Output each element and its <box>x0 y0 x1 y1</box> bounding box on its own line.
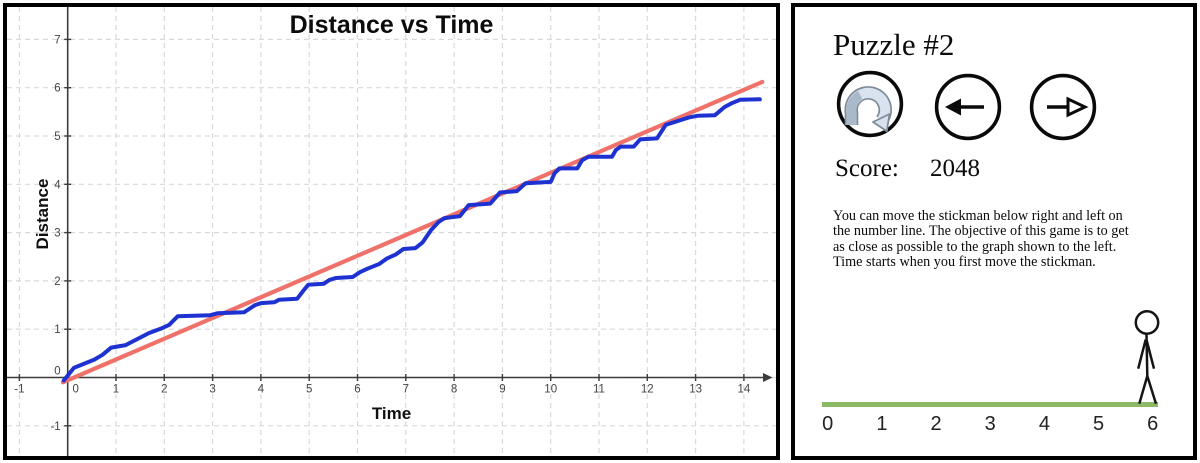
y-tick-label: 2 <box>54 276 60 288</box>
number-line-label: 5 <box>1093 413 1105 435</box>
x-tick-label: 0 <box>72 384 78 396</box>
y-tick-label: -1 <box>50 421 60 433</box>
number-line-track <box>822 402 1158 407</box>
move-left-button[interactable] <box>933 72 1003 142</box>
target-line <box>60 79 765 385</box>
y-tick-label: 5 <box>54 131 60 143</box>
x-tick-label: 2 <box>161 384 167 396</box>
y-tick-label: 4 <box>54 179 61 191</box>
y-tick-label: 6 <box>54 83 60 95</box>
number-line-label: 0 <box>822 413 834 435</box>
x-tick-label: 9 <box>499 384 505 396</box>
score-value: 2048 <box>930 155 980 182</box>
stickman[interactable] <box>1125 305 1169 406</box>
instructions-line: as close as possible to the graph shown … <box>833 238 1117 255</box>
arrow-left-icon <box>934 73 1002 141</box>
x-tick-label: 10 <box>544 384 557 396</box>
x-tick-label: -1 <box>14 384 24 396</box>
instructions-line: Time starts when you first move the stic… <box>833 254 1096 271</box>
player-path-line <box>61 97 762 383</box>
replay-button[interactable] <box>835 69 905 139</box>
x-axis-arrow-icon <box>763 373 773 382</box>
x-tick-label: 8 <box>451 384 457 396</box>
y-tick-label: 7 <box>54 34 60 46</box>
number-line-label: 4 <box>1038 413 1050 435</box>
chart-title: Distance vs Time <box>289 11 494 39</box>
y-tick-label: 3 <box>54 228 60 240</box>
x-tick-label: 12 <box>641 384 654 396</box>
number-line-label: 2 <box>930 413 942 435</box>
x-tick-label: 7 <box>403 384 409 396</box>
number-line-label: 6 <box>1147 413 1159 435</box>
score-label: Score: <box>835 155 899 182</box>
y-tick-label: 1 <box>54 324 60 336</box>
graph-panel: -1 0 1 2 3 4 5 6 7 8 9 10 11 12 13 14 -1 0 1 2 3 4 5 6 7 Distanc… <box>3 3 780 460</box>
arrow-right-icon <box>1029 73 1097 141</box>
x-tick-label: 6 <box>354 384 360 396</box>
puzzle-title: Puzzle #2 <box>833 27 955 62</box>
x-tick-label: 3 <box>209 384 215 396</box>
x-axis-label: Time <box>371 404 412 423</box>
number-line-label: 1 <box>876 413 888 435</box>
instructions-line: You can move the stickman below right an… <box>833 208 1123 224</box>
puzzle-panel: Puzzle #2 Score: 2048 You can move the s… <box>791 3 1197 460</box>
y-tick-label: 0 <box>54 366 60 378</box>
y-axis-label: Distance <box>33 178 52 250</box>
number-line-label: 3 <box>984 413 996 435</box>
x-tick-label: 13 <box>689 384 702 396</box>
x-tick-label: 11 <box>593 384 605 396</box>
move-right-button[interactable] <box>1028 72 1098 142</box>
x-tick-label: 5 <box>306 384 312 396</box>
instructions-text: You can move the stickman below right an… <box>833 208 1129 271</box>
x-tick-label: 1 <box>113 384 119 396</box>
replay-arch-arrow-icon <box>836 70 904 138</box>
x-tick-label: 14 <box>738 384 751 396</box>
x-tick-label: 4 <box>258 384 265 396</box>
instructions-line: the number line. The objective of this g… <box>833 223 1129 240</box>
